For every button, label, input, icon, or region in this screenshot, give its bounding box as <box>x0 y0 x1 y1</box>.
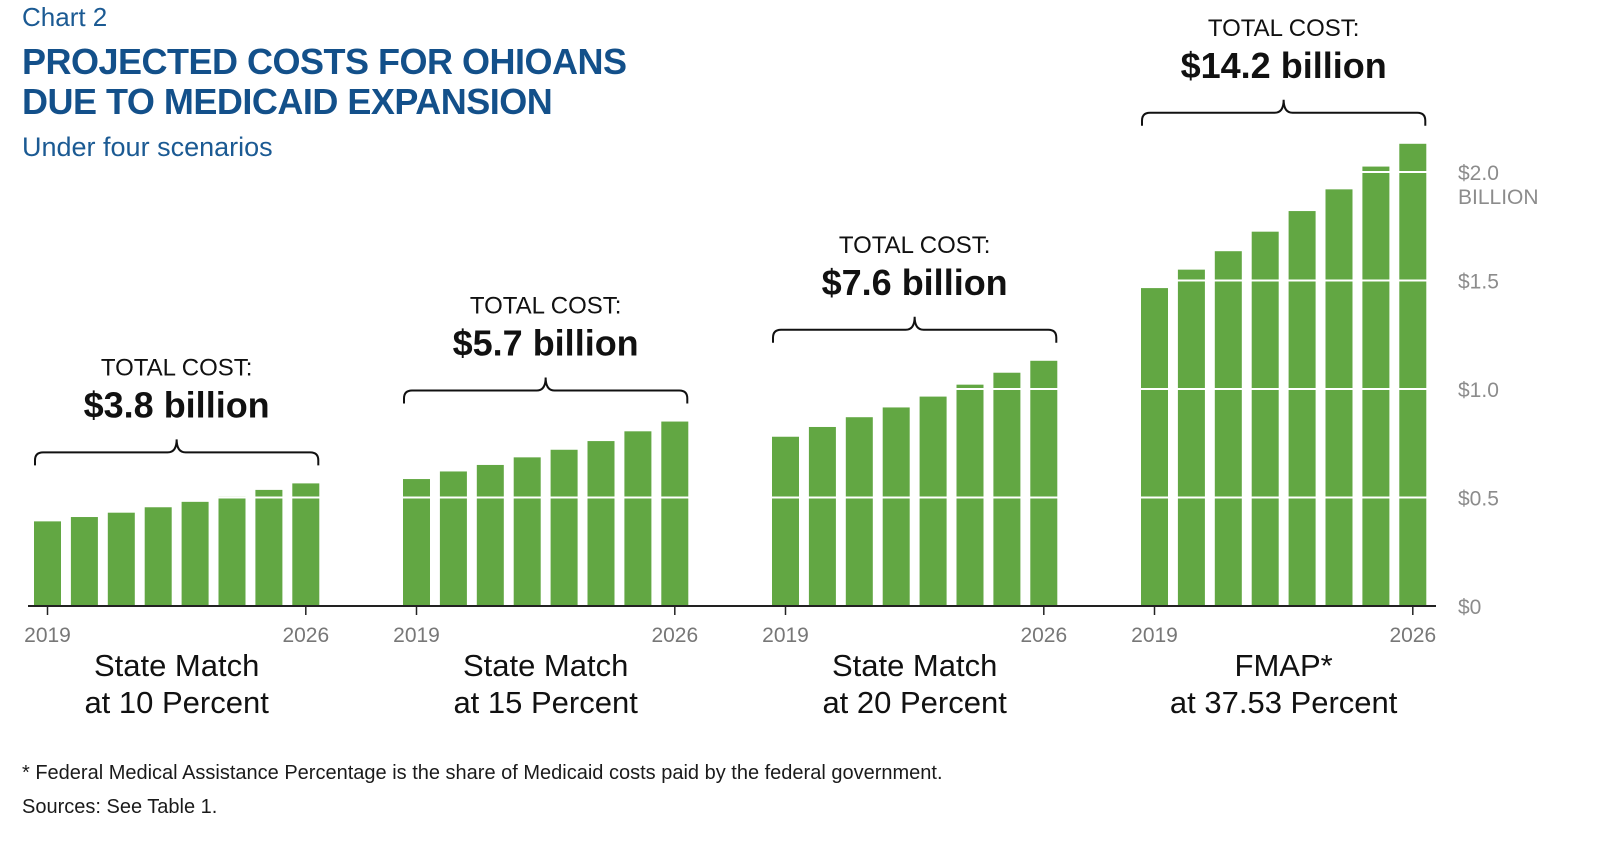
bar-3-2024 <box>956 384 984 606</box>
y-tick-label: $1.0 <box>1458 379 1499 402</box>
bar-3-2020 <box>808 426 836 606</box>
x-tick-label-last: 2026 <box>651 624 698 647</box>
title-line-2: DUE TO MEDICAID EXPANSION <box>22 81 553 122</box>
bar-1-2022 <box>144 507 172 606</box>
x-tick-label-last: 2026 <box>1389 624 1436 647</box>
y-axis-unit-label: BILLION <box>1458 186 1539 209</box>
total-brace <box>1141 99 1427 126</box>
group-label-line-1: State Match <box>832 648 997 683</box>
bar-3-2021 <box>845 417 873 606</box>
bar-4-2026 <box>1399 143 1427 607</box>
y-tick-label: $0 <box>1458 596 1481 619</box>
total-cost-value: $5.7 billion <box>453 323 639 364</box>
x-tick-label-first: 2019 <box>24 624 71 647</box>
x-tick-label-first: 2019 <box>1131 624 1178 647</box>
total-brace <box>772 316 1058 343</box>
bar-1-2020 <box>70 517 98 606</box>
bar-2-2020 <box>439 471 467 606</box>
total-brace <box>34 439 320 466</box>
y-tick-label: $1.5 <box>1458 271 1499 294</box>
bar-2-2022 <box>513 457 541 606</box>
bar-1-2025 <box>255 489 283 606</box>
bar-3-2026 <box>1030 360 1058 606</box>
group-label-line-2: at 10 Percent <box>84 685 269 720</box>
bar-4-2021 <box>1214 251 1242 606</box>
total-brace <box>403 377 689 404</box>
total-cost-value: $14.2 billion <box>1181 45 1387 86</box>
bar-3-2022 <box>882 407 910 606</box>
bar-4-2024 <box>1325 189 1353 607</box>
bar-1-2021 <box>107 512 135 606</box>
group-label-line-1: State Match <box>463 648 628 683</box>
bar-2-2021 <box>476 464 504 606</box>
bar-3-2019 <box>772 436 799 606</box>
bar-3-2025 <box>993 372 1021 606</box>
bar-2-2024 <box>587 441 615 606</box>
group-label-line-1: State Match <box>94 648 259 683</box>
bar-4-2023 <box>1288 211 1316 606</box>
group-label-line-2: at 15 Percent <box>453 685 638 720</box>
y-tick-label: $0.5 <box>1458 488 1499 511</box>
page-title: PROJECTED COSTS FOR OHIOANS DUE TO MEDIC… <box>22 42 627 122</box>
title-line-1: PROJECTED COSTS FOR OHIOANS <box>22 41 627 82</box>
total-cost-label: TOTAL COST: <box>1208 15 1360 42</box>
bar-2-2026 <box>661 421 689 606</box>
bar-4-2022 <box>1251 231 1279 607</box>
bar-3-2023 <box>919 396 947 606</box>
bar-1-2026 <box>292 483 320 606</box>
total-cost-label: TOTAL COST: <box>101 354 253 381</box>
chart-number: Chart 2 <box>22 2 108 32</box>
bar-4-2019 <box>1141 288 1168 606</box>
bar-2-2025 <box>624 431 652 606</box>
total-cost-value: $7.6 billion <box>822 262 1008 303</box>
x-tick-label-last: 2026 <box>1020 624 1067 647</box>
bar-4-2020 <box>1177 269 1205 606</box>
y-tick-label: $2.0 <box>1458 162 1499 185</box>
group-label-line-2: at 37.53 Percent <box>1170 685 1398 720</box>
total-cost-label: TOTAL COST: <box>470 293 622 320</box>
bar-4-2025 <box>1362 166 1390 606</box>
bar-1-2024 <box>218 496 246 606</box>
bar-1-2019 <box>34 521 61 606</box>
x-tick-label-first: 2019 <box>762 624 809 647</box>
group-label-line-1: FMAP* <box>1235 648 1333 683</box>
subtitle: Under four scenarios <box>22 132 273 162</box>
footnote: * Federal Medical Assistance Percentage … <box>22 762 943 784</box>
bar-2-2023 <box>550 449 578 606</box>
total-cost-value: $3.8 billion <box>84 384 270 425</box>
x-tick-label-first: 2019 <box>393 624 440 647</box>
total-cost-label: TOTAL COST: <box>839 232 991 259</box>
x-tick-label-last: 2026 <box>282 624 329 647</box>
sources-note: Sources: See Table 1. <box>22 796 218 818</box>
group-label-line-2: at 20 Percent <box>822 685 1007 720</box>
bar-2-2019 <box>403 479 430 606</box>
bar-1-2023 <box>181 501 209 606</box>
